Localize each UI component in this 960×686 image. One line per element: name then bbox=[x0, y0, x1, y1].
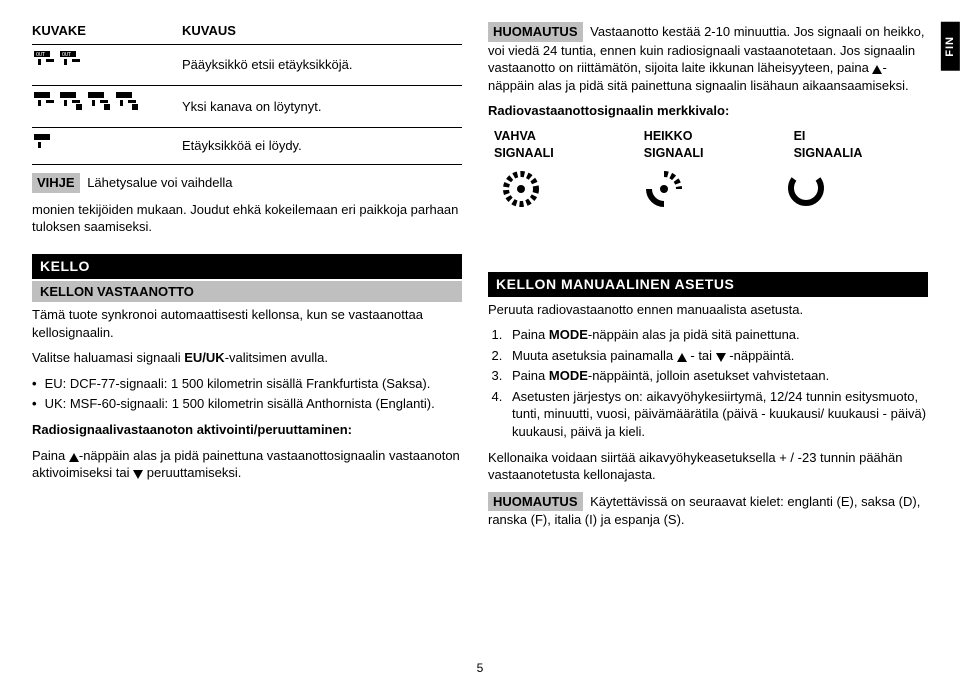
strong-b: SIGNAALI bbox=[494, 146, 554, 160]
th-desc: KUVAUS bbox=[182, 18, 462, 44]
tip-paragraph: VIHJE Lähetysalue voi vaihdella bbox=[32, 173, 462, 193]
no-signal-icon bbox=[786, 169, 914, 214]
found-channel-icon bbox=[32, 90, 152, 123]
row-desc: Etäyksikköä ei löydy. bbox=[182, 127, 462, 165]
weak-b: SIGNAALI bbox=[644, 146, 704, 160]
list-item: EU: DCF-77-signaali: 1 500 kilometrin si… bbox=[46, 375, 462, 393]
list-item: Paina MODE-näppäin alas ja pidä sitä pai… bbox=[506, 326, 928, 344]
manual-intro: Peruuta radiovastaanotto ennen manuaalis… bbox=[488, 301, 928, 319]
list-item: Paina MODE-näppäintä, jolloin asetukset … bbox=[506, 367, 928, 385]
table-row: OUT OUT Pääyksikkö etsii etäyksikköjä. bbox=[32, 44, 462, 86]
search-anim-icon: OUT OUT bbox=[32, 49, 102, 82]
icon-table: KUVAKE KUVAUS OUT bbox=[32, 18, 462, 165]
manual-steps: Paina MODE-näppäin alas ja pidä sitä pai… bbox=[506, 326, 928, 440]
not-found-icon bbox=[32, 132, 62, 161]
signal-labels: VAHVA SIGNAALI HEIKKO SIGNAALI EI SIGNAA… bbox=[494, 128, 922, 162]
act-c: peruuttamiseksi. bbox=[143, 465, 241, 480]
activation-text: Paina -näppäin alas ja pidä painettuna v… bbox=[32, 447, 462, 482]
bottom-columns: KELLO KELLON VASTAANOTTO Tämä tuote synk… bbox=[32, 244, 928, 537]
top-columns: KUVAKE KUVAUS OUT bbox=[32, 18, 928, 244]
kello-select: Valitse haluamasi signaali EU/UK-valitsi… bbox=[32, 349, 462, 367]
signal-list: EU: DCF-77-signaali: 1 500 kilometrin si… bbox=[32, 375, 462, 413]
up-arrow-icon bbox=[677, 353, 687, 362]
activation-head: Radiosignaalivastaanoton aktivointi/peru… bbox=[32, 421, 462, 439]
manual-note: HUOMAUTUS Käytettävissä on seuraavat kie… bbox=[488, 492, 928, 529]
down-arrow-icon bbox=[133, 470, 143, 479]
list-item: Muuta asetuksia painamalla - tai -näppäi… bbox=[506, 347, 928, 365]
signal-heading: Radiovastaanottosignaalin merkkivalo: bbox=[488, 102, 928, 120]
act-a: Paina bbox=[32, 448, 69, 463]
up-arrow-icon bbox=[69, 453, 79, 462]
th-icon: KUVAKE bbox=[32, 18, 182, 44]
col-left-top: KUVAKE KUVAUS OUT bbox=[32, 18, 462, 244]
none-a: EI bbox=[794, 129, 806, 143]
col-right-bottom: KELLON MANUAALINEN ASETUS Peruuta radiov… bbox=[488, 244, 928, 537]
note-paragraph: HUOMAUTUS Vastaanotto kestää 2-10 minuut… bbox=[488, 22, 928, 94]
list-item: UK: MSF-60-signaali: 1 500 kilometrin si… bbox=[46, 395, 462, 413]
tip-text-a: Lähetysalue voi vaihdella bbox=[87, 175, 232, 190]
weak-signal-icon bbox=[644, 169, 772, 214]
col-right-top: HUOMAUTUS Vastaanotto kestää 2-10 minuut… bbox=[488, 18, 928, 244]
col-left-bottom: KELLO KELLON VASTAANOTTO Tämä tuote synk… bbox=[32, 244, 462, 537]
weak-a: HEIKKO bbox=[644, 129, 693, 143]
language-tab: FIN bbox=[941, 22, 960, 71]
note-a: Vastaanotto kestää 2-10 minuuttia. bbox=[590, 24, 790, 39]
row-desc: Yksi kanava on löytynyt. bbox=[182, 86, 462, 128]
signal-icons bbox=[494, 169, 922, 214]
act-b: -näppäin alas ja pidä painettuna vastaan… bbox=[32, 448, 460, 481]
table-row: Yksi kanava on löytynyt. bbox=[32, 86, 462, 128]
manual-heading: KELLON MANUAALINEN ASETUS bbox=[488, 272, 928, 297]
up-arrow-icon bbox=[872, 65, 882, 74]
svg-text:OUT: OUT bbox=[62, 52, 71, 58]
note-tag: HUOMAUTUS bbox=[488, 22, 583, 42]
manual-shift: Kellonaika voidaan siirtää aikavyöhykeas… bbox=[488, 449, 928, 484]
tip-tag: VIHJE bbox=[32, 173, 80, 193]
kello-intro: Tämä tuote synkronoi automaattisesti kel… bbox=[32, 306, 462, 341]
kello-heading: KELLO bbox=[32, 254, 462, 279]
row-desc: Pääyksikkö etsii etäyksikköjä. bbox=[182, 44, 462, 86]
note-tag: HUOMAUTUS bbox=[488, 492, 583, 512]
table-row: Etäyksikköä ei löydy. bbox=[32, 127, 462, 165]
svg-text:OUT: OUT bbox=[36, 52, 45, 58]
kello-sub: KELLON VASTAANOTTO bbox=[32, 281, 462, 303]
tip-text-b: monien tekijöiden mukaan. Joudut ehkä ko… bbox=[32, 201, 462, 236]
page-number: 5 bbox=[477, 660, 484, 676]
list-item: Asetusten järjestys on: aikavyöhykesiirt… bbox=[506, 388, 928, 441]
none-b: SIGNAALIA bbox=[794, 146, 863, 160]
down-arrow-icon bbox=[716, 353, 726, 362]
strong-a: VAHVA bbox=[494, 129, 536, 143]
strong-signal-icon bbox=[501, 169, 629, 214]
